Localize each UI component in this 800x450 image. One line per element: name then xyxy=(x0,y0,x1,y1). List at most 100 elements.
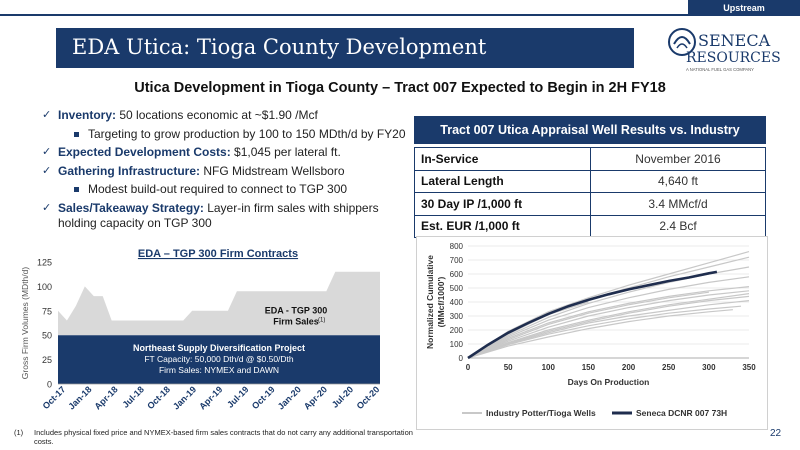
bullet-label: Inventory: xyxy=(58,108,117,122)
industry-well-line xyxy=(467,305,742,359)
x-tick-label: Jan-19 xyxy=(171,384,198,411)
x-tick-label: Oct-17 xyxy=(41,384,68,411)
y-tick-label: 125 xyxy=(37,258,52,268)
slide-subtitle: Utica Development in Tioga County – Trac… xyxy=(134,80,666,96)
table-row: Lateral Length 4,640 ft xyxy=(414,169,766,193)
logo-line1: SENECA xyxy=(698,31,771,50)
y-tick-label: 400 xyxy=(450,298,464,307)
logo-tagline: A NATIONAL FUEL GAS COMPANY xyxy=(686,67,754,72)
y-tick-label: 0 xyxy=(459,354,464,363)
x-tick-label: Jul-18 xyxy=(120,384,145,409)
row-label: Est. EUR /1,000 ft xyxy=(414,214,591,238)
y-axis-title-unit: (MMcf/1000') xyxy=(436,277,446,328)
table-row: In-Service November 2016 xyxy=(414,147,766,171)
bullet-label: Sales/Takeaway Strategy: xyxy=(58,200,204,215)
title-bar xyxy=(56,28,634,66)
row-value: 2.4 Bcf xyxy=(590,214,766,238)
x-tick-label: Oct-20 xyxy=(355,384,382,411)
supply-project-capacity: FT Capacity: 50,000 Dth/d @ $0.50/Dth xyxy=(144,354,294,364)
bullet-text: $1,045 per lateral ft. xyxy=(230,145,341,159)
legend-industry-label: Industry Potter/Tioga Wells xyxy=(486,408,596,418)
footnote-number: (1) xyxy=(14,428,24,437)
x-tick-label: Jul-19 xyxy=(225,384,250,409)
cumulative-production-chart: 0 100 200 300 400 500 600 700 800 0 50 100 150 200 250… xyxy=(416,236,768,430)
results-table: In-Service November 2016 Lateral Length 4,… xyxy=(414,147,766,238)
firm-sales-footnote-ref: (1) xyxy=(318,318,325,324)
supply-project-area xyxy=(58,335,380,384)
y-tick-label: 100 xyxy=(450,340,464,349)
page-number: 22 xyxy=(770,428,782,439)
y-tick-label: 75 xyxy=(42,306,52,316)
footnote-text: Includes physical fixed price and NYMEX-… xyxy=(34,428,413,446)
logo-icon xyxy=(668,28,696,56)
x-tick-label: 350 xyxy=(742,363,756,372)
row-value: November 2016 xyxy=(590,147,766,171)
firm-sales-area xyxy=(58,271,380,336)
industry-well-line xyxy=(467,309,733,359)
y-tick-label: 600 xyxy=(450,270,464,279)
row-label: In-Service xyxy=(414,147,591,171)
bullet-label: Expected Development Costs: xyxy=(58,145,231,159)
table-row: Est. EUR /1,000 ft 2.4 Bcf xyxy=(414,214,766,238)
x-tick-label: Apr-20 xyxy=(302,384,329,411)
x-tick-label: 250 xyxy=(662,363,676,372)
bullet-gathering: ✓ Gathering Infrastructure: NFG Midstrea… xyxy=(42,164,412,180)
y-tick-label: 800 xyxy=(450,242,464,251)
chart-frame xyxy=(416,236,768,430)
firm-sales-label-line1: EDA - TGP 300 xyxy=(265,306,328,316)
x-tick-label: Apr-19 xyxy=(197,384,224,411)
row-label: 30 Day IP /1,000 ft xyxy=(414,192,591,216)
bullet-inventory: ✓ Inventory: 50 locations economic at ~$… xyxy=(42,108,412,124)
x-tick-label: Oct-19 xyxy=(250,384,277,411)
x-tick-label: Jul-20 xyxy=(330,384,355,409)
x-tick-label: 200 xyxy=(622,363,636,372)
sub-bullet-text: Modest build-out required to connect to … xyxy=(88,182,348,196)
sub-bullet-text: Targeting to grow production by 100 to 1… xyxy=(88,126,406,141)
industry-well-line xyxy=(467,276,750,359)
industry-well-line xyxy=(467,290,750,359)
y-tick-label: 200 xyxy=(450,326,464,335)
seneca-well-line xyxy=(467,270,718,360)
sub-bullet-inventory: Targeting to grow production by 100 to 1… xyxy=(42,127,412,143)
check-icon: ✓ xyxy=(42,201,52,214)
bullet-label: Gathering Infrastructure: xyxy=(58,163,201,178)
table-title: Tract 007 Utica Appraisal Well Results v… xyxy=(414,116,766,144)
industry-well-line xyxy=(467,300,750,359)
sub-bullet-gathering: Modest build-out required to connect to … xyxy=(42,182,412,198)
bullet-text: NFG Midstream Wellsboro xyxy=(200,163,345,178)
y-tick-label: 700 xyxy=(450,256,464,265)
y-tick-label: 0 xyxy=(47,380,52,390)
bullet-costs: ✓ Expected Development Costs: $1,045 per… xyxy=(42,145,412,161)
title-underline xyxy=(56,66,634,68)
y-axis-title: Normalized Cumulative xyxy=(425,255,435,349)
y-axis-title: Gross Firm Volumes (MDth/d) xyxy=(20,267,30,380)
x-tick-label: Jan-20 xyxy=(276,384,303,411)
y-tick-label: 500 xyxy=(450,284,464,293)
y-tick-label: 100 xyxy=(37,282,52,292)
row-label: Lateral Length xyxy=(414,169,591,193)
bullet-list: ✓ Inventory: 50 locations economic at ~$… xyxy=(42,108,412,235)
check-icon: ✓ xyxy=(42,146,52,158)
row-value: 4,640 ft xyxy=(590,169,766,193)
industry-well-line xyxy=(467,293,750,359)
check-icon: ✓ xyxy=(42,109,52,121)
seneca-logo: SENECA RESOURCES A NATIONAL FUEL GAS COM… xyxy=(668,28,781,72)
firm-sales-label-line2: Firm Sales xyxy=(273,317,319,327)
legend-seneca-label: Seneca DCNR 007 73H xyxy=(636,408,727,418)
x-tick-label: Apr-18 xyxy=(93,384,120,411)
x-tick-label: Oct-18 xyxy=(145,384,172,411)
row-value: 3.4 MMcf/d xyxy=(590,192,766,216)
industry-well-line xyxy=(467,286,750,359)
x-tick-label: 50 xyxy=(504,363,513,372)
supply-project-name: Northeast Supply Diversification Project xyxy=(133,343,305,353)
industry-well-line xyxy=(467,291,709,359)
chart-title: EDA – TGP 300 Firm Contracts xyxy=(138,248,298,260)
firm-contracts-chart: EDA – TGP 300 Firm Contracts 0 25 50 75 100 12… xyxy=(20,248,382,412)
x-tick-label: 0 xyxy=(466,363,471,372)
x-tick-label: Jan-18 xyxy=(66,384,93,411)
supply-project-sales: Firm Sales: NYMEX and DAWN xyxy=(159,365,279,375)
header-rule xyxy=(0,14,800,16)
square-bullet-icon xyxy=(74,131,79,137)
bullet-text: Layer-in firm sales with shippers holdin… xyxy=(58,200,379,231)
square-bullet-icon xyxy=(74,187,79,192)
